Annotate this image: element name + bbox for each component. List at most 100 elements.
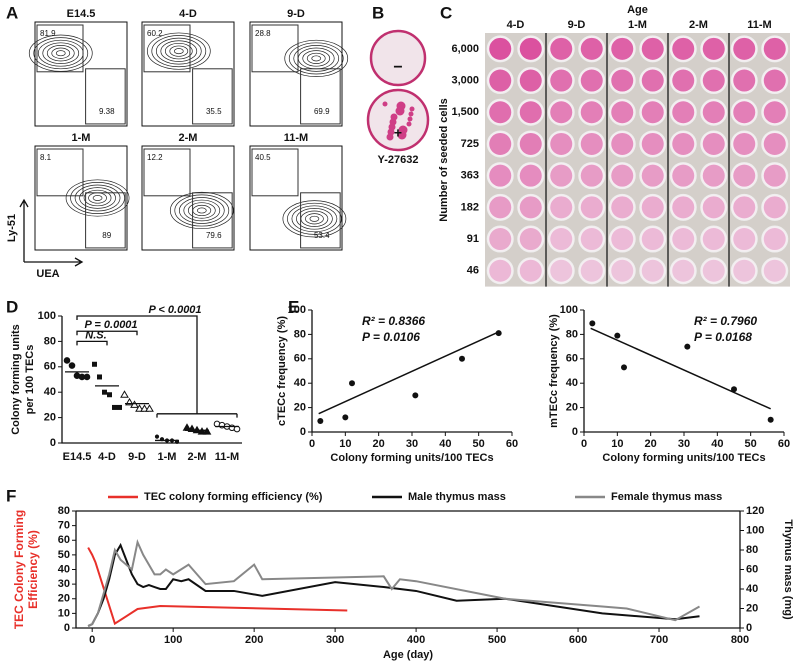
well-stain — [733, 101, 756, 124]
contour — [160, 40, 198, 62]
plot-title: 2-M — [179, 132, 198, 144]
plate-row: 1,500 — [451, 106, 479, 118]
gate-value: 9.38 — [99, 107, 115, 116]
contour — [284, 39, 349, 77]
well-stain — [702, 69, 725, 92]
y-tick-label: 20 — [58, 593, 70, 605]
y-tick-label: 40 — [294, 377, 306, 389]
series-line — [87, 547, 348, 626]
panel-label: B — [372, 3, 384, 22]
y-axis-label: mTECc frequency (%) — [548, 314, 560, 428]
well-stain — [519, 164, 542, 187]
well — [486, 257, 514, 285]
flow-x-label: UEA — [36, 268, 59, 280]
gate-value: 35.5 — [206, 107, 222, 116]
y-tick-label: 50 — [58, 549, 70, 561]
plate-row: 46 — [467, 265, 479, 277]
gate — [300, 68, 341, 125]
well-stain — [672, 228, 695, 251]
x-tick-label: 0 — [581, 438, 587, 450]
well-stain — [611, 69, 634, 92]
x-tick-label: 200 — [245, 634, 263, 646]
point — [767, 416, 774, 423]
plate-x-title: Age — [627, 4, 648, 16]
colony — [406, 121, 412, 127]
y-axis-label: Colony forming units — [10, 324, 22, 435]
x-tick-label: 600 — [569, 634, 587, 646]
fit-line — [590, 327, 771, 410]
plate-column: 9-D — [568, 19, 586, 31]
contour — [187, 202, 216, 219]
well-stain — [519, 69, 542, 92]
x-tick-label: 40 — [439, 438, 451, 450]
contour — [169, 45, 189, 57]
dish — [369, 29, 427, 87]
bracket — [76, 315, 238, 418]
axis-line — [583, 310, 784, 433]
well-stain — [672, 69, 695, 92]
well — [700, 193, 728, 221]
x-tick-label: 800 — [731, 634, 749, 646]
contour — [291, 205, 338, 233]
x-tick-label: 400 — [407, 634, 425, 646]
well-stain — [702, 228, 725, 251]
annotation: P = 0.0106 — [362, 330, 420, 344]
well-stain — [489, 132, 512, 155]
y-tick-label: 0 — [50, 437, 56, 449]
panel-label: D — [6, 297, 18, 316]
well — [547, 193, 575, 221]
contour — [79, 187, 116, 209]
gate-value: 40.5 — [255, 153, 271, 162]
plate-row: 363 — [461, 170, 479, 182]
point — [117, 404, 122, 410]
y2-tick-label: 80 — [746, 544, 758, 556]
annotation: P = 0.0168 — [694, 330, 752, 344]
plot-title: 11-M — [284, 132, 308, 144]
well — [761, 162, 789, 190]
y2-axis-label: Thymus mass (mg) — [782, 519, 794, 620]
well-stain — [702, 132, 725, 155]
well-stain — [580, 164, 603, 187]
contour — [296, 208, 333, 230]
well-stain — [641, 164, 664, 187]
point — [120, 390, 129, 398]
y-tick-label: 20 — [294, 402, 306, 414]
colony — [397, 130, 407, 140]
colony — [407, 116, 413, 122]
well-stain — [763, 196, 786, 219]
well-stain — [672, 101, 695, 124]
x-tick-label: 20 — [373, 438, 385, 450]
well-stain — [550, 101, 573, 124]
point — [92, 361, 97, 367]
well-stain — [611, 37, 634, 60]
well-stain — [519, 101, 542, 124]
point — [68, 362, 76, 369]
point — [154, 434, 160, 439]
contour — [83, 189, 112, 207]
well-stain — [702, 259, 725, 282]
y-tick-label: 70 — [58, 520, 70, 532]
legend-label: Male thymus mass — [408, 491, 506, 503]
gate — [143, 148, 191, 197]
x-tick-label: 10 — [611, 438, 623, 450]
y-tick-label: 80 — [294, 328, 306, 340]
dish-label: Y-27632 — [378, 154, 419, 166]
annotation: R² = 0.7960 — [694, 314, 757, 328]
plate-row: 725 — [461, 138, 479, 150]
well — [486, 225, 514, 253]
well — [547, 162, 575, 190]
y-tick-label: 40 — [566, 377, 578, 389]
plate-y-label: Number of seeded cells — [438, 98, 450, 222]
well-stain — [702, 196, 725, 219]
well-stain — [672, 164, 695, 187]
legend-label: TEC colony forming efficiency (%) — [144, 491, 323, 503]
contour — [65, 179, 130, 217]
annotation: N.S. — [85, 329, 106, 341]
plate-row: 182 — [461, 201, 479, 213]
x-axis-label: Age (day) — [383, 649, 433, 661]
well-stain — [702, 37, 725, 60]
well — [700, 162, 728, 190]
contour — [173, 48, 184, 55]
well-stain — [580, 101, 603, 124]
well — [669, 257, 697, 285]
